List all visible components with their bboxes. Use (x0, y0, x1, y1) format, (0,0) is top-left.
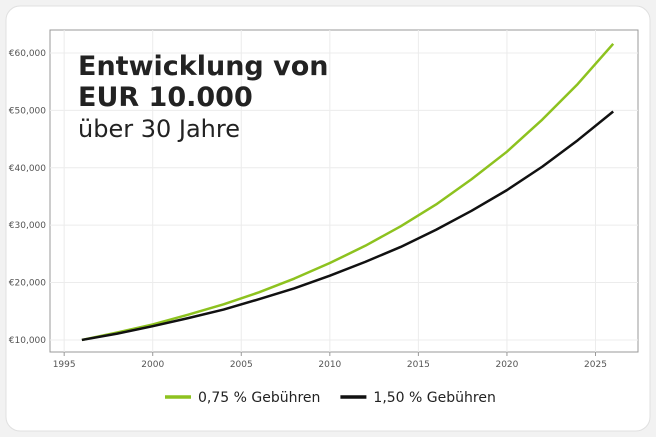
x-tick-label: 1995 (53, 360, 76, 370)
y-tick-label: €10,000 (9, 336, 46, 346)
x-tick-label: 2020 (495, 360, 518, 370)
chart-title: Entwicklung von (78, 51, 329, 82)
chart-title: EUR 10.000 (78, 82, 253, 113)
y-tick-label: €20,000 (9, 279, 46, 289)
legend-label: 1,50 % Gebühren (373, 390, 495, 406)
x-tick-label: 2005 (230, 360, 253, 370)
series-line (81, 42, 615, 342)
series-line (81, 110, 614, 342)
x-tick-label: 2010 (318, 360, 341, 370)
y-tick-label: €60,000 (9, 49, 46, 59)
x-tick-label: 2015 (407, 360, 430, 370)
chart-subtitle: über 30 Jahre (78, 115, 240, 143)
plot-area (49, 29, 639, 353)
legend-label: 0,75 % Gebühren (198, 390, 320, 406)
y-tick-label: €40,000 (9, 164, 46, 174)
x-tick-label: 2000 (141, 360, 164, 370)
y-tick-label: €50,000 (9, 106, 46, 116)
y-tick-label: €30,000 (9, 221, 46, 231)
x-tick-label: 2025 (584, 360, 607, 370)
